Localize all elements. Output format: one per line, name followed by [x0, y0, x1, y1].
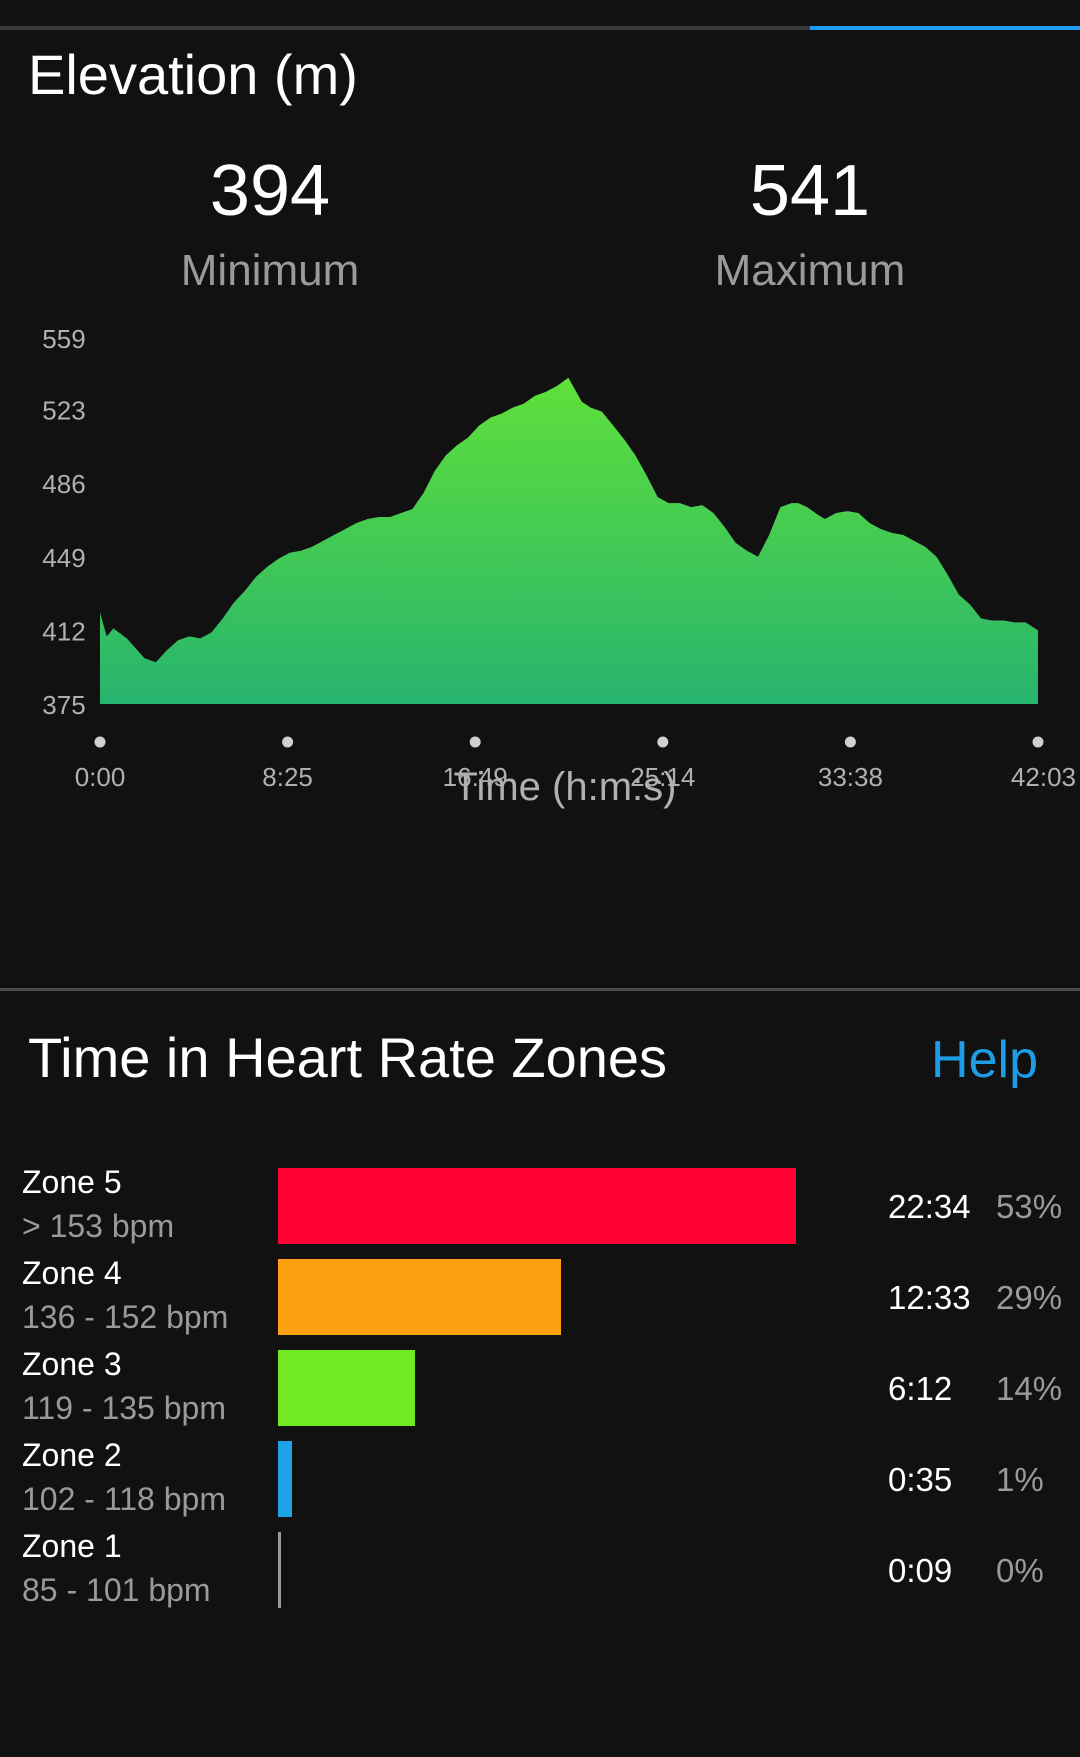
zone-name: Zone 4 [22, 1255, 122, 1291]
zone-time: 12:33 [888, 1279, 971, 1316]
zone-time: 22:34 [888, 1188, 971, 1225]
zone-bpm-range: 85 - 101 bpm [22, 1572, 211, 1608]
active-tab-indicator [810, 26, 1080, 30]
x-axis-title: Time (h:m:s) [454, 765, 677, 809]
x-tick-label: 16:49 [443, 762, 508, 792]
x-tick-dot [1032, 736, 1044, 748]
zone-row: Zone 5 > 153 bpm 22:34 53% [0, 1164, 1080, 1254]
y-tick-label: 523 [42, 396, 85, 426]
zone-bar [278, 1259, 561, 1335]
y-tick-label: 486 [42, 469, 85, 499]
zone-bpm-range: 102 - 118 bpm [22, 1481, 226, 1517]
x-tick-label: 0:00 [75, 762, 126, 792]
heart-rate-zones-title: Time in Heart Rate Zones [28, 1026, 668, 1089]
help-link[interactable]: Help [931, 1031, 1038, 1089]
zone-bar [278, 1532, 281, 1608]
elevation-minimum-label: Minimum [180, 246, 360, 295]
zone-bpm-range: 136 - 152 bpm [22, 1299, 229, 1335]
elevation-maximum-label: Maximum [714, 246, 906, 295]
tab-strip [0, 26, 1080, 30]
section-divider [0, 988, 1080, 991]
zone-bar [278, 1168, 796, 1244]
zone-name: Zone 2 [22, 1437, 122, 1473]
x-tick-dot [282, 736, 294, 748]
zone-percent: 29% [996, 1279, 1063, 1316]
zone-percent: 14% [996, 1370, 1063, 1407]
zone-percent: 0% [996, 1552, 1044, 1589]
y-tick-label: 559 [42, 324, 85, 354]
elevation-area [100, 377, 1038, 704]
x-tick-label: 25:14 [630, 762, 695, 792]
zone-name: Zone 3 [22, 1346, 122, 1382]
x-tick-label: 42:03 [1011, 762, 1076, 792]
x-tick-dot [469, 736, 481, 748]
zone-bar [278, 1441, 292, 1517]
x-tick-dot [844, 736, 856, 748]
x-tick-dot [94, 736, 106, 748]
elevation-maximum-value: 541 [749, 151, 871, 231]
y-tick-label: 412 [42, 616, 85, 646]
zone-name: Zone 5 [22, 1164, 122, 1200]
zone-percent: 53% [996, 1188, 1063, 1225]
x-tick-dot [657, 736, 669, 748]
zone-row: Zone 2 102 - 118 bpm 0:35 1% [0, 1437, 1080, 1527]
elevation-minimum-value: 394 [209, 151, 331, 231]
zone-name: Zone 1 [22, 1528, 122, 1564]
y-tick-label: 375 [42, 690, 85, 720]
zone-row: Zone 4 136 - 152 bpm 12:33 29% [0, 1255, 1080, 1345]
zone-time: 6:12 [888, 1370, 953, 1407]
zone-row: Zone 1 85 - 101 bpm 0:09 0% [0, 1528, 1080, 1618]
zone-bpm-range: > 153 bpm [22, 1208, 175, 1244]
y-tick-label: 449 [42, 543, 85, 573]
zone-row: Zone 3 119 - 135 bpm 6:12 14% [0, 1346, 1080, 1436]
zone-time: 0:09 [888, 1552, 953, 1589]
elevation-title: Elevation (m) [28, 43, 358, 106]
elevation-chart: 375 412 449 486 523 559 0:00 8:25 16:49 25:14 33:… [42, 324, 1076, 809]
zone-bpm-range: 119 - 135 bpm [22, 1390, 226, 1426]
zone-bar [278, 1350, 415, 1426]
x-tick-label: 8:25 [262, 762, 313, 792]
zone-percent: 1% [996, 1461, 1044, 1498]
x-tick-label: 33:38 [818, 762, 883, 792]
zone-time: 0:35 [888, 1461, 953, 1498]
